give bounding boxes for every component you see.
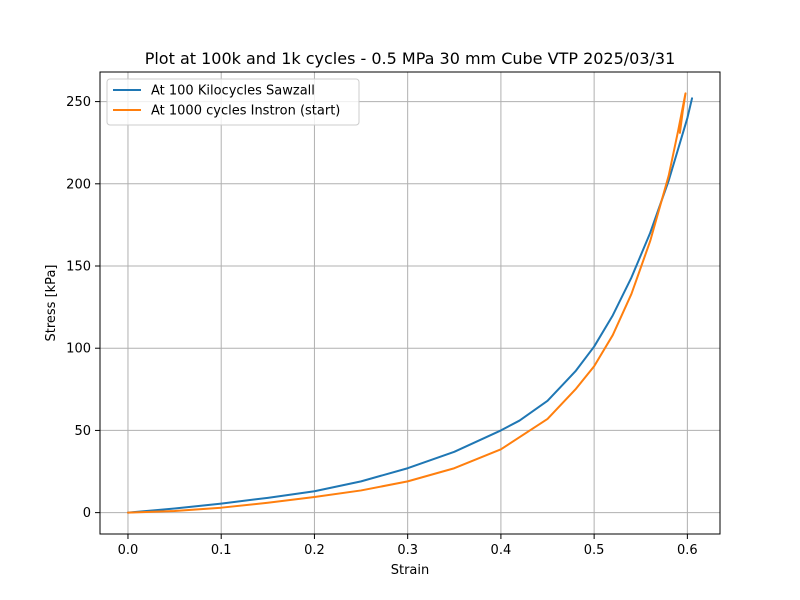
legend-label-sawzall: At 100 Kilocycles Sawzall xyxy=(151,84,315,99)
x-tick-label: 0.2 xyxy=(304,543,325,558)
x-tick-label: 0.5 xyxy=(584,543,605,558)
y-tick-label: 150 xyxy=(66,260,91,275)
series-line-0 xyxy=(126,97,694,514)
y-tick-label: 200 xyxy=(66,177,91,192)
legend: At 100 Kilocycles Sawzall At 1000 cycles… xyxy=(106,78,360,126)
x-tick-label: 0.3 xyxy=(397,543,418,558)
y-axis-label: Stress [kPa] xyxy=(44,265,59,342)
x-tick-label: 0.0 xyxy=(118,543,139,558)
grid xyxy=(100,72,720,534)
x-tick-label: 0.6 xyxy=(677,543,698,558)
y-tick-label: 100 xyxy=(66,342,91,357)
x-axis-label: Strain xyxy=(391,563,430,578)
y-tick-label: 250 xyxy=(66,95,91,110)
chart-title: Plot at 100k and 1k cycles - 0.5 MPa 30 … xyxy=(145,49,676,68)
y-tick-label: 0 xyxy=(83,506,91,521)
x-tick-label: 0.4 xyxy=(491,543,512,558)
series-line-1 xyxy=(126,92,687,514)
series-layer xyxy=(126,92,694,514)
legend-box xyxy=(106,78,360,126)
x-tick-label: 0.1 xyxy=(211,543,232,558)
legend-label-instron: At 1000 cycles Instron (start) xyxy=(151,104,340,119)
plot-area-frame xyxy=(99,71,721,535)
x-axis-ticks: 0.0 0.1 0.2 0.3 0.4 0.5 0.6 xyxy=(118,534,698,558)
y-axis-ticks: 0 50 100 150 200 250 xyxy=(66,95,100,521)
y-tick-label: 50 xyxy=(74,424,91,439)
